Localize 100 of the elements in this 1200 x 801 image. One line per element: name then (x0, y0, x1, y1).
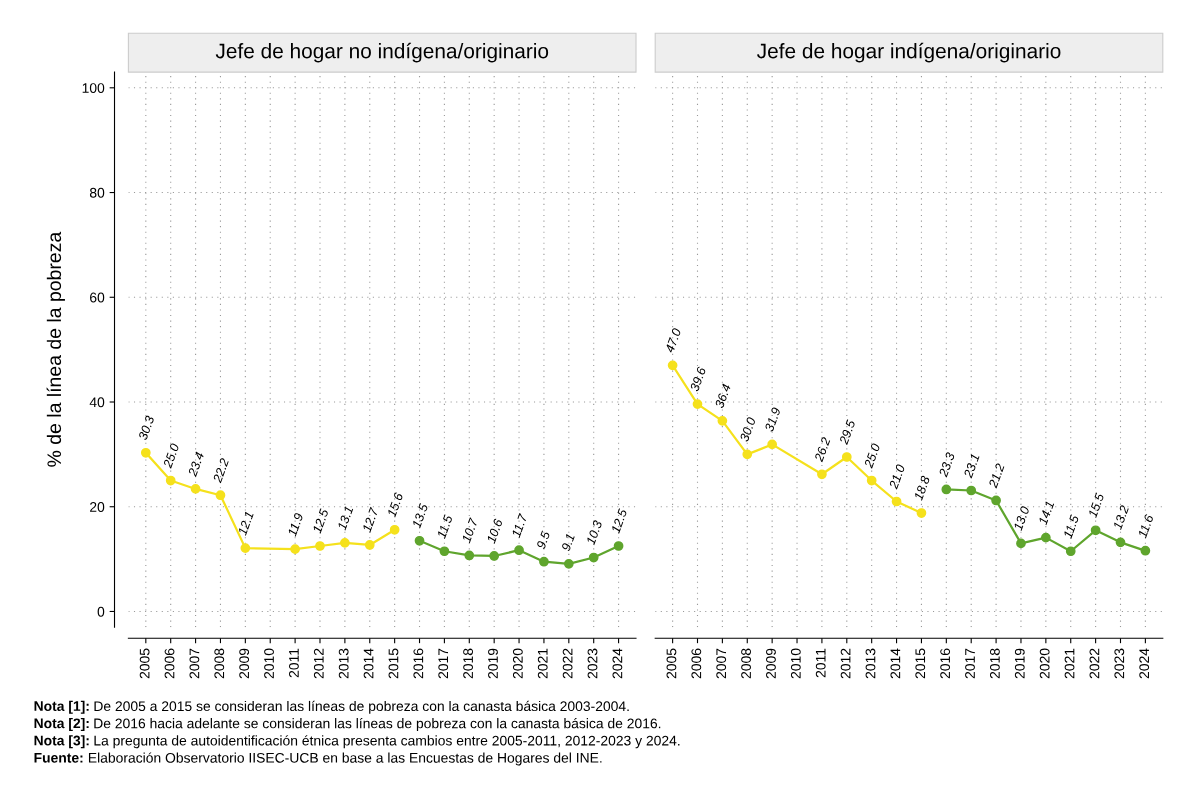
point (539, 556, 549, 567)
chart-title: Jefe de hogar no indígena/originario (215, 42, 549, 63)
x-tick-label: 2012 (840, 648, 851, 679)
y-tick-label: 40 (89, 397, 105, 408)
data-label: 14.1 (1038, 500, 1055, 526)
x-tick-label: 2016 (940, 648, 951, 679)
text: Nota [1]: De 2005 a 2015 se consideran las líneas de pobreza con la canasta básica 2003-2004. (34, 700, 629, 714)
x-tick-label: 2013 (338, 648, 349, 679)
x-tick-label: 2020 (1039, 648, 1050, 679)
x-tick-label: 2021 (537, 648, 548, 679)
data-label: 13.5 (411, 502, 429, 529)
point (389, 524, 400, 535)
data-label: 11.6 (1137, 513, 1154, 539)
x-tick-label: 2006 (164, 648, 175, 679)
data-label: 21.0 (888, 463, 906, 490)
x-tick-label: 2006 (691, 648, 702, 679)
point (215, 490, 226, 501)
point (817, 469, 827, 480)
data-label: 15.6 (386, 491, 404, 518)
data-label: 26.2 (814, 436, 831, 463)
data-label: 25.0 (863, 442, 881, 469)
point (588, 552, 599, 563)
x-tick-label: 2012 (313, 648, 324, 679)
data-label: 22.2 (212, 457, 230, 484)
x-tick-label: 2023 (587, 648, 598, 679)
text: Nota [3]: La pregunta de autoidentificación étnica presenta cambios entre 2005-2011, 2012-2023 y 2024. (34, 735, 680, 749)
data-label: 10.6 (486, 518, 503, 544)
x-tick-label: 2017 (438, 648, 449, 679)
x-tick-label: 2019 (1014, 648, 1025, 679)
source-note: Fuente: Elaboración Observatorio IISEC-UCB en base a las Encuestas de Hogares del INE. (34, 752, 602, 766)
data-label: 39.6 (689, 366, 707, 392)
chart-title: Jefe de hogar indígena/originario (757, 42, 1061, 63)
x-tick-label: 2016 (413, 648, 424, 679)
data-label: 15.5 (1087, 492, 1105, 519)
x-tick-label: 2017 (965, 648, 975, 679)
point (767, 439, 778, 450)
data-label: 11.9 (287, 512, 304, 537)
x-tick-label: 2011 (289, 648, 299, 678)
data-label: 12.5 (610, 508, 628, 534)
point (891, 496, 902, 507)
point (414, 535, 425, 546)
x-tick-label: 2009 (239, 648, 250, 679)
x-tick-label: 2022 (562, 648, 573, 679)
data-label: 13.1 (337, 506, 354, 531)
point (692, 399, 703, 409)
point (514, 545, 524, 556)
data-label: 10.7 (461, 517, 479, 544)
x-tick-label: 2015 (915, 648, 926, 679)
x-tick-label: 2024 (612, 648, 623, 679)
data-label: 36.4 (714, 383, 731, 409)
data-label: 25.0 (162, 442, 180, 469)
data-label: 12.1 (237, 511, 254, 536)
data-label: 30.0 (739, 416, 757, 443)
point (165, 475, 176, 486)
point (1090, 525, 1101, 536)
point (1115, 537, 1126, 548)
x-tick-label: 2021 (1064, 648, 1075, 679)
y-tick-label: 80 (89, 187, 105, 198)
data-label: 23.4 (187, 451, 205, 478)
point (464, 550, 475, 561)
data-label: 47.0 (664, 327, 682, 354)
point (613, 541, 624, 551)
point (1016, 538, 1026, 549)
data-label: 11.7 (511, 512, 528, 538)
text: Nota [2]: De 2016 hacia adelante se consideran las líneas de pobreza con la canasta básica de 2016. (34, 717, 661, 732)
x-tick-label: 2022 (1089, 648, 1100, 679)
point (290, 544, 300, 555)
x-tick-label: 2014 (363, 648, 374, 679)
point (190, 484, 201, 494)
y-tick-label: 20 (90, 502, 105, 512)
x-tick-label: 2008 (214, 648, 225, 679)
x-tick-label: 2005 (139, 648, 150, 679)
point (1040, 532, 1051, 543)
x-tick-label: 2010 (264, 648, 274, 679)
x-tick-label: 2020 (512, 648, 523, 679)
point (340, 538, 350, 548)
data-label: 12.5 (312, 508, 329, 534)
data-label: 23.1 (963, 453, 980, 479)
data-label: 13.2 (1112, 504, 1130, 531)
y-axis-title: % de la línea de la pobreza (46, 231, 65, 467)
data-label: 9.1 (561, 533, 575, 552)
x-tick-label: 2015 (388, 648, 399, 679)
data-label: 30.3 (138, 415, 155, 441)
point (240, 543, 251, 553)
data-label: 23.3 (938, 451, 956, 478)
x-tick-label: 2011 (815, 648, 826, 678)
point (941, 484, 952, 495)
x-tick-label: 2009 (766, 648, 776, 679)
x-tick-label: 2007 (189, 648, 200, 679)
point (1065, 546, 1076, 557)
x-tick-label: 2010 (790, 648, 801, 679)
point (717, 415, 728, 426)
y-tick-label: 0 (97, 606, 105, 617)
point (563, 558, 574, 569)
data-label: 13.0 (1013, 505, 1030, 532)
data-label: 11.5 (436, 514, 453, 539)
data-label: 9.5 (536, 530, 551, 550)
x-tick-label: 2024 (1139, 648, 1150, 679)
data-label: 18.8 (913, 475, 931, 501)
x-tick-label: 2023 (1114, 648, 1125, 679)
